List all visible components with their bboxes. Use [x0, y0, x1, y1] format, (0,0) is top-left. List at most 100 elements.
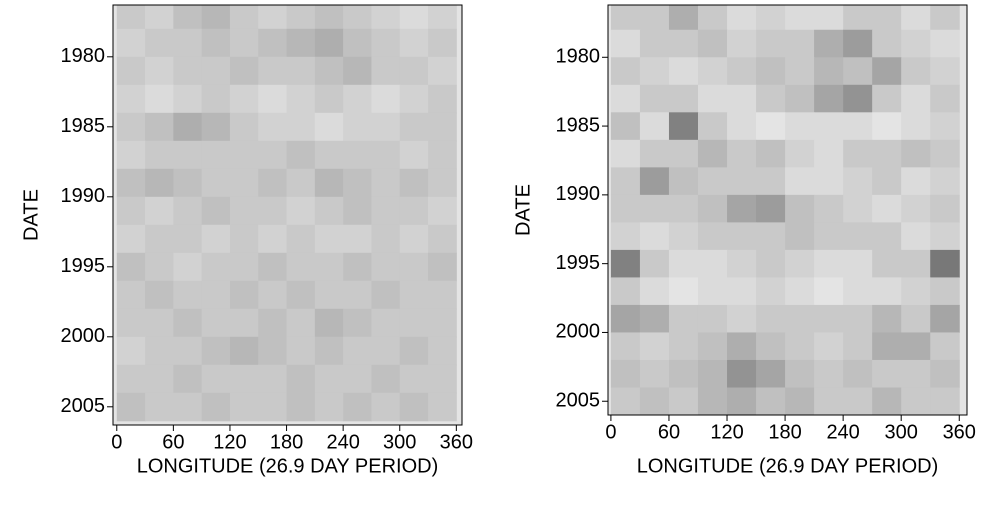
heat-cell — [639, 167, 670, 196]
heat-cell — [639, 387, 670, 415]
heat-cell — [668, 332, 699, 361]
heat-cell — [610, 277, 641, 306]
heat-cell — [286, 28, 316, 58]
heat-cell — [286, 140, 316, 170]
heat-cell — [229, 308, 259, 338]
x-tick-label: 120 — [213, 431, 246, 453]
heat-cell — [229, 280, 259, 310]
heat-cell — [428, 56, 457, 86]
heat-cell — [610, 194, 641, 223]
heat-cell — [785, 359, 815, 388]
heat-cell — [286, 308, 316, 338]
heat-cell — [343, 336, 372, 366]
heat-cell — [727, 57, 757, 86]
heat-cell — [639, 139, 670, 168]
heat-cell — [343, 5, 372, 30]
heat-cell — [116, 56, 146, 86]
heat-cell — [173, 5, 203, 30]
heat-cell — [173, 84, 203, 114]
heat-cell — [314, 56, 344, 86]
cells — [610, 5, 960, 415]
heat-cell — [843, 359, 873, 388]
heat-cell — [371, 196, 401, 226]
heat-cell — [173, 280, 203, 310]
heat-cell — [258, 336, 288, 366]
heat-cell — [872, 167, 902, 196]
heat-cell — [258, 280, 288, 310]
heat-cell — [201, 364, 231, 394]
heat-cell — [872, 29, 902, 58]
heat-cell — [814, 249, 844, 278]
heat-cell — [901, 222, 931, 251]
heat-cell — [343, 56, 372, 86]
x-tick-label: 60 — [658, 421, 680, 443]
heat-cell — [697, 277, 728, 306]
heat-cell — [371, 364, 401, 394]
heat-cell — [727, 139, 757, 168]
heat-cell — [668, 194, 699, 223]
heat-cell — [173, 224, 203, 254]
heat-cell — [930, 332, 960, 361]
heat-cell — [843, 112, 873, 141]
heat-cell — [697, 249, 728, 278]
heat-cell — [756, 277, 786, 306]
heat-cell — [697, 112, 728, 141]
heat-cell — [201, 280, 231, 310]
heat-cell — [639, 332, 670, 361]
heat-cell — [314, 336, 344, 366]
heat-cell — [872, 304, 902, 333]
heat-cell — [814, 277, 844, 306]
heat-cell — [930, 112, 960, 141]
heat-cell — [727, 304, 757, 333]
heat-cell — [785, 249, 815, 278]
heat-cell — [399, 112, 429, 142]
heat-cell — [173, 364, 203, 394]
heat-cell — [610, 387, 641, 415]
heat-cell — [785, 277, 815, 306]
heat-cell — [201, 5, 231, 30]
x-tick-label: 360 — [440, 431, 473, 453]
heat-cell — [727, 359, 757, 388]
heat-cell — [258, 196, 288, 226]
x-axis-label: LONGITUDE (26.9 DAY PERIOD) — [637, 455, 939, 477]
heat-cell — [785, 222, 815, 251]
heat-cell — [201, 224, 231, 254]
heat-cell — [668, 5, 699, 31]
heat-cell — [173, 28, 203, 58]
heat-cell — [201, 336, 231, 366]
heat-cell — [201, 28, 231, 58]
heat-cell — [371, 56, 401, 86]
heat-cell — [930, 359, 960, 388]
heat-cell — [872, 222, 902, 251]
heat-cell — [229, 168, 259, 198]
heat-cell — [116, 336, 146, 366]
heat-cell — [314, 252, 344, 282]
heat-cell — [258, 56, 288, 86]
heat-cell — [814, 387, 844, 415]
heat-cell — [930, 5, 960, 31]
heat-cell — [727, 222, 757, 251]
heat-cell — [116, 196, 146, 226]
heat-cell — [814, 57, 844, 86]
heat-cell — [872, 277, 902, 306]
heat-cell — [697, 29, 728, 58]
y-tick-label: 2005 — [556, 390, 601, 412]
heat-cell — [814, 304, 844, 333]
heat-cell — [727, 277, 757, 306]
plot-frame — [607, 4, 968, 416]
heat-cell — [286, 336, 316, 366]
heat-cell — [343, 280, 372, 310]
heat-cell — [901, 112, 931, 141]
heat-cell — [930, 57, 960, 86]
heat-cell — [785, 57, 815, 86]
heat-cell — [145, 392, 174, 422]
heat-cell — [639, 249, 670, 278]
heat-cell — [756, 139, 786, 168]
heat-cell — [785, 304, 815, 333]
x-tick-label: 0 — [605, 421, 616, 443]
heat-cell — [286, 56, 316, 86]
heat-cell — [286, 224, 316, 254]
heat-cell — [727, 112, 757, 141]
heat-cell — [843, 222, 873, 251]
